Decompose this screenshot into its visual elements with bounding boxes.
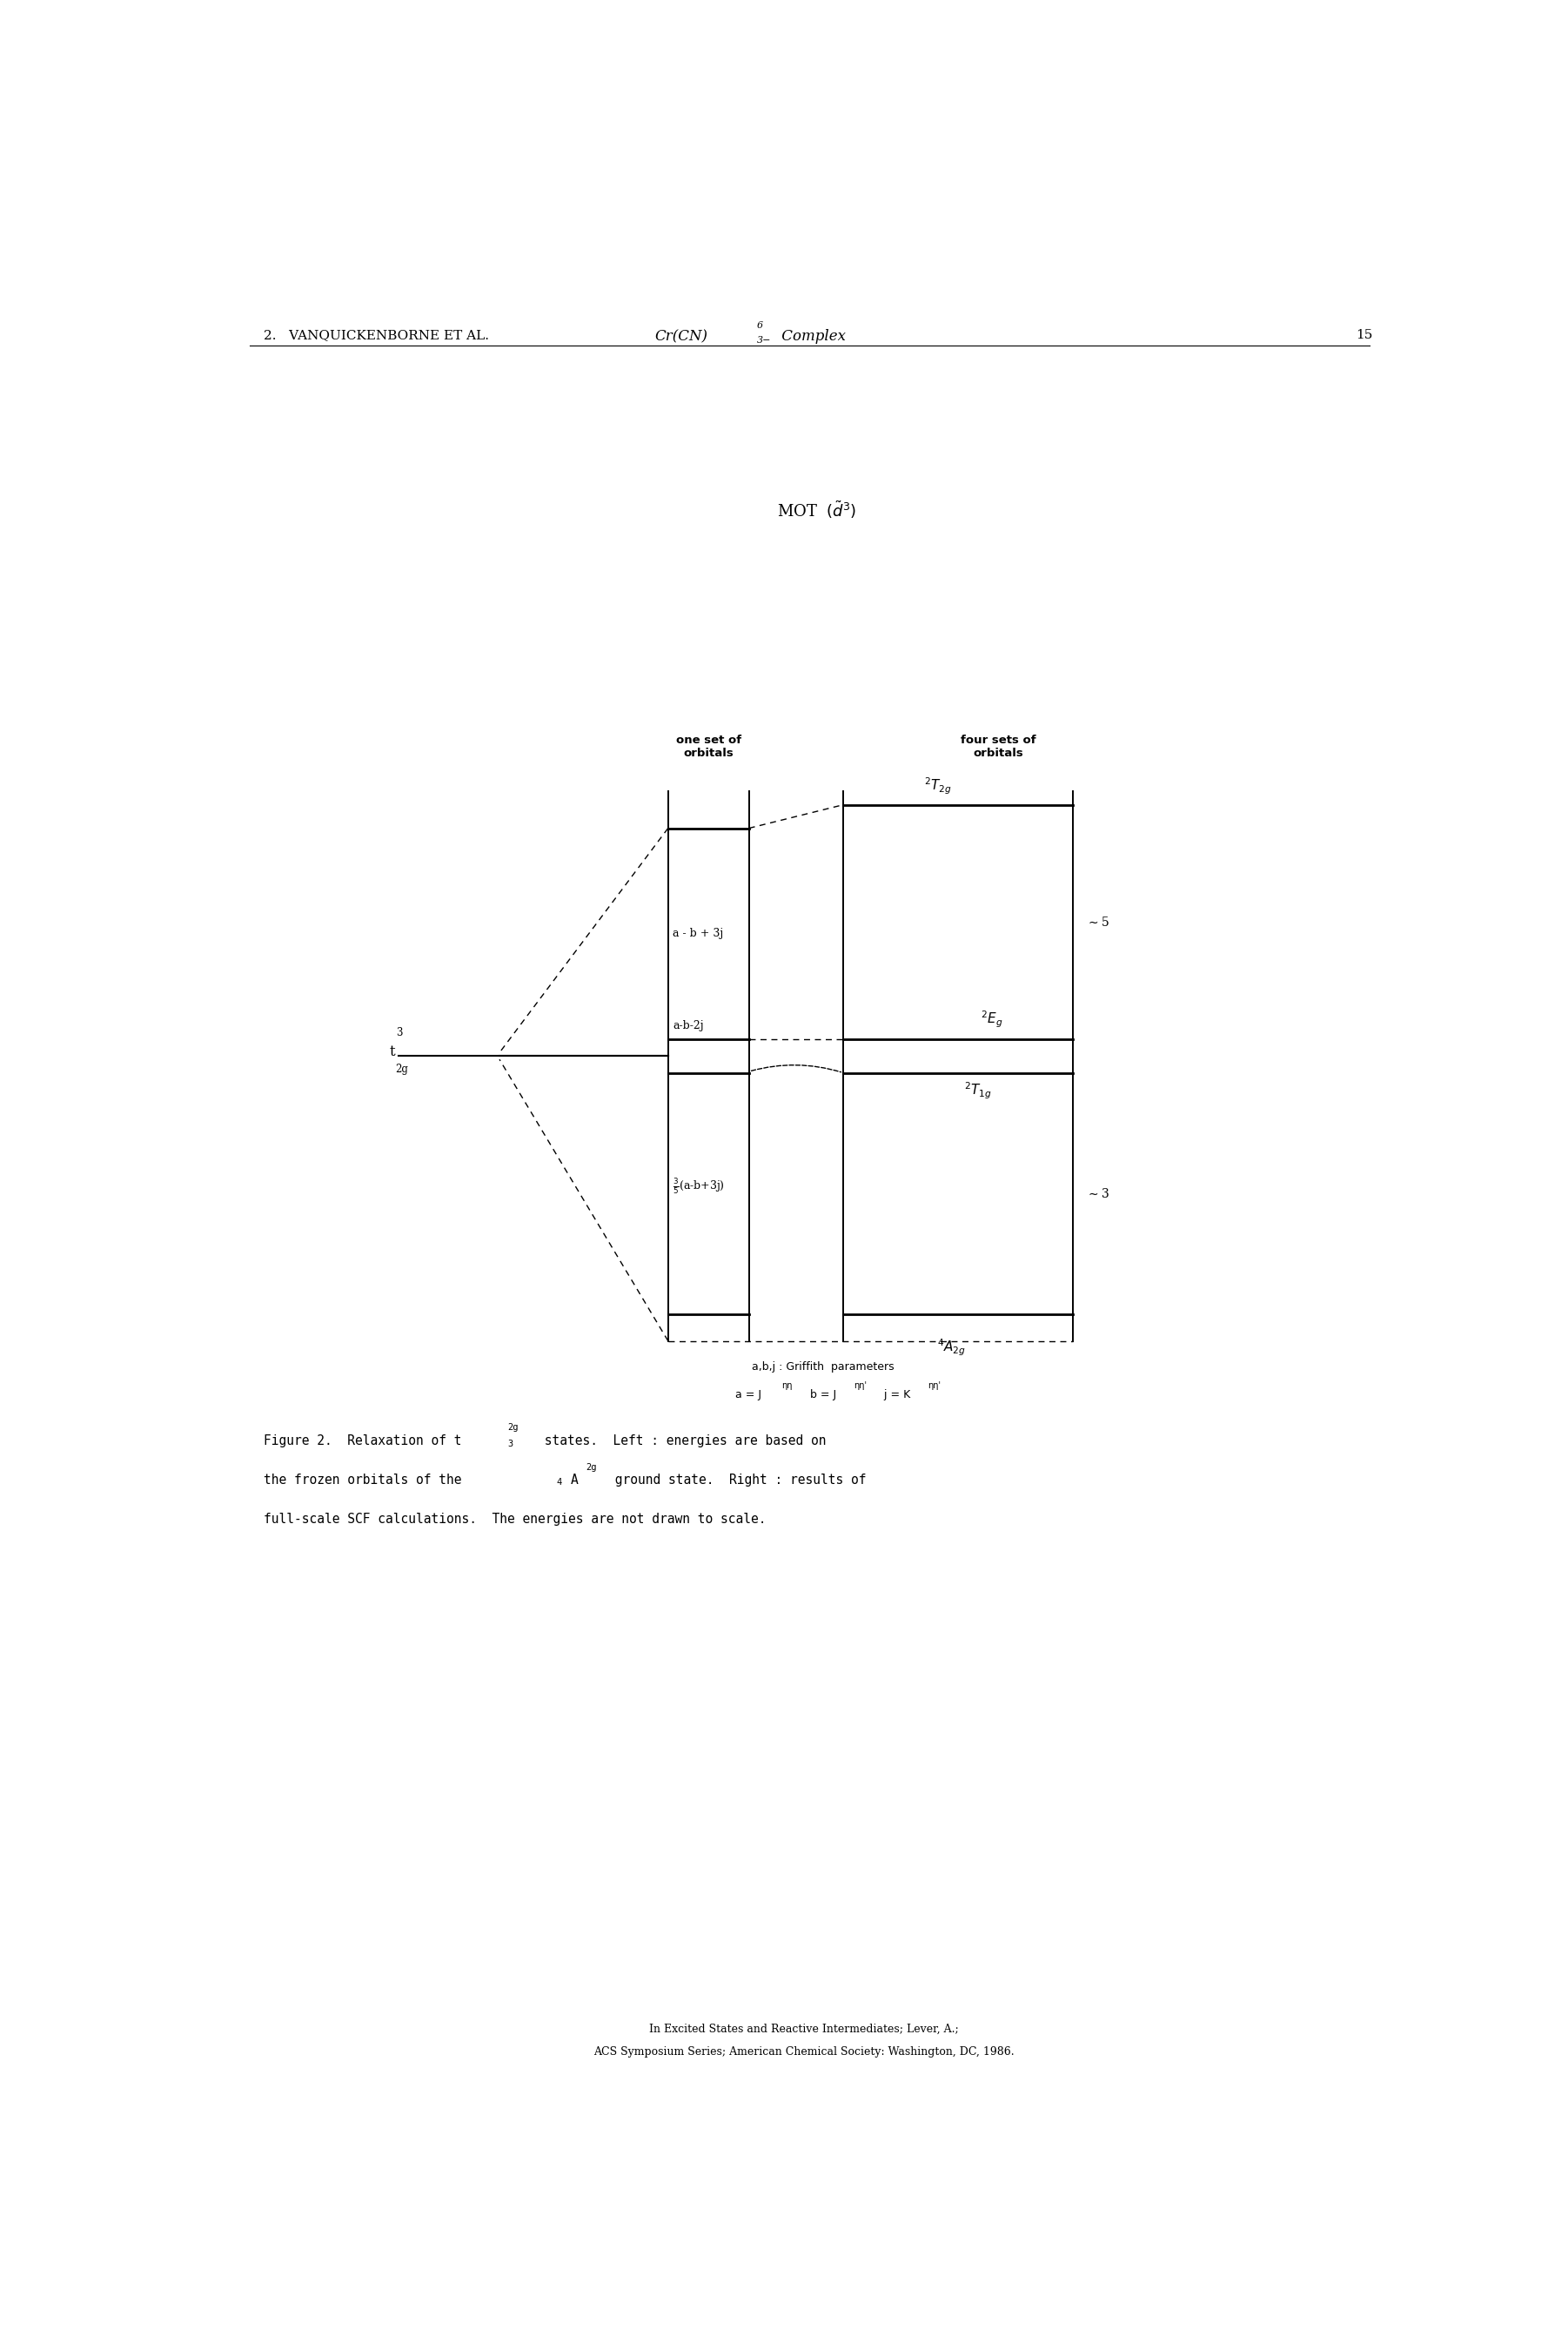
Text: ground state.  Right : results of: ground state. Right : results of xyxy=(607,1473,866,1488)
Text: $^2E_g$: $^2E_g$ xyxy=(980,1008,1004,1029)
Text: a = J: a = J xyxy=(735,1389,762,1401)
Text: $\sim$3: $\sim$3 xyxy=(1087,1187,1110,1201)
Text: one set of
orbitals: one set of orbitals xyxy=(676,733,742,759)
Text: 15: 15 xyxy=(1356,329,1372,341)
Text: 3: 3 xyxy=(508,1441,513,1448)
Text: 3−: 3− xyxy=(757,336,771,345)
Text: ηη': ηη' xyxy=(928,1382,941,1389)
Text: 3: 3 xyxy=(395,1027,401,1039)
Text: ηη: ηη xyxy=(781,1382,792,1389)
Text: In Excited States and Reactive Intermediates; Lever, A.;: In Excited States and Reactive Intermedi… xyxy=(649,2023,958,2035)
Text: A: A xyxy=(571,1473,579,1488)
Text: $^2T_{1g}$: $^2T_{1g}$ xyxy=(964,1081,993,1102)
Text: full-scale SCF calculations.  The energies are not drawn to scale.: full-scale SCF calculations. The energie… xyxy=(263,1513,765,1525)
Text: 4: 4 xyxy=(557,1478,563,1488)
Text: MOT  $(\tilde{d}^3)$: MOT $(\tilde{d}^3)$ xyxy=(776,498,856,519)
Text: 6: 6 xyxy=(757,322,764,329)
Text: a,b,j : Griffith  parameters: a,b,j : Griffith parameters xyxy=(753,1361,894,1372)
Text: $^4A_{2g}$: $^4A_{2g}$ xyxy=(938,1337,966,1358)
Text: Complex: Complex xyxy=(778,329,847,343)
Text: a-b-2j: a-b-2j xyxy=(673,1020,704,1032)
Text: $\frac{3}{5}$(a-b+3j): $\frac{3}{5}$(a-b+3j) xyxy=(673,1177,724,1196)
Text: Figure 2.  Relaxation of t: Figure 2. Relaxation of t xyxy=(263,1436,461,1448)
Text: j = K: j = K xyxy=(877,1389,911,1401)
Text: states.  Left : energies are based on: states. Left : energies are based on xyxy=(536,1436,826,1448)
Text: Cr(CN): Cr(CN) xyxy=(654,329,707,343)
Text: 2g: 2g xyxy=(508,1422,519,1431)
Text: a - b + 3j: a - b + 3j xyxy=(673,928,723,940)
Text: four sets of
orbitals: four sets of orbitals xyxy=(961,733,1036,759)
Text: the frozen orbitals of the: the frozen orbitals of the xyxy=(263,1473,461,1488)
Text: b = J: b = J xyxy=(803,1389,836,1401)
Text: 2g: 2g xyxy=(395,1065,409,1076)
Text: t: t xyxy=(389,1046,395,1060)
Text: $\sim$5: $\sim$5 xyxy=(1087,916,1110,928)
Text: $^2T_{2g}$: $^2T_{2g}$ xyxy=(924,776,952,797)
Text: 2g: 2g xyxy=(586,1462,597,1471)
Text: ACS Symposium Series; American Chemical Society: Washington, DC, 1986.: ACS Symposium Series; American Chemical … xyxy=(593,2047,1014,2059)
Text: ηη': ηη' xyxy=(853,1382,867,1389)
Text: 2.   VANQUICKENBORNE ET AL.: 2. VANQUICKENBORNE ET AL. xyxy=(263,329,489,341)
